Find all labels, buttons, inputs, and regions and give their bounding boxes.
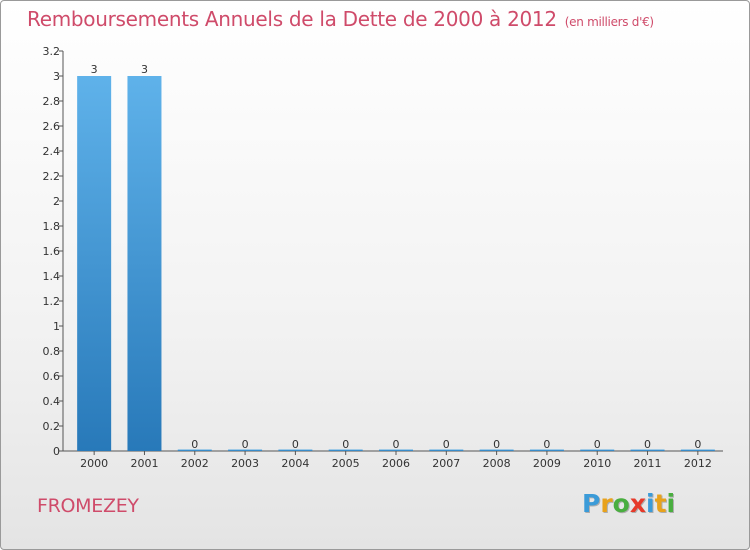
y-tick-label: 3.2 — [43, 45, 61, 58]
logo-letter: i — [646, 489, 655, 518]
value-label: 0 — [393, 438, 400, 451]
bar-2003 — [228, 449, 263, 451]
y-tick-label: 1.4 — [43, 270, 61, 283]
value-label: 0 — [493, 438, 500, 451]
y-tick-label: 1.6 — [43, 245, 61, 258]
x-tick-label: 2000 — [80, 457, 108, 470]
chart-axes: 0 0.2 0.4 0.6 0.8 1 1.2 1.4 1.6 1.8 2 2.2 2.4 2.6 2.8 3… — [43, 45, 723, 470]
value-label: 0 — [342, 438, 349, 451]
chart-value-labels: 3 3 0 0 0 0 0 0 0 0 0 0 0 — [91, 63, 702, 451]
y-tick-label: 2.8 — [43, 95, 61, 108]
value-label: 3 — [91, 63, 98, 76]
x-tick-label: 2010 — [583, 457, 611, 470]
logo-letter: x — [629, 489, 646, 518]
y-tick-label: 1 — [53, 320, 60, 333]
x-tick-label: 2005 — [332, 457, 360, 470]
value-label: 0 — [191, 438, 198, 451]
proxiti-logo: Proxiti — [582, 489, 675, 518]
y-tick-label: 1.2 — [43, 295, 61, 308]
y-tick-label: 0.6 — [43, 370, 61, 383]
bar-2008 — [479, 449, 514, 451]
y-tick-label: 2.2 — [43, 170, 61, 183]
value-label: 0 — [694, 438, 701, 451]
y-tick-label: 0.2 — [43, 420, 61, 433]
bar-2001 — [127, 76, 162, 451]
x-tick-label: 2009 — [533, 457, 561, 470]
chart-title-text: Remboursements Annuels de la Dette de 20… — [27, 7, 557, 31]
bar-2000 — [77, 76, 112, 451]
bar-2007 — [429, 449, 464, 451]
value-label: 3 — [141, 63, 148, 76]
bar-2011 — [630, 449, 665, 451]
bar-2005 — [328, 449, 363, 451]
logo-letter: r — [600, 489, 613, 518]
value-label: 0 — [594, 438, 601, 451]
logo-letter: P — [582, 489, 601, 518]
y-tick-label: 0.4 — [43, 395, 61, 408]
y-tick-label: 1.8 — [43, 220, 61, 233]
x-tick-label: 2012 — [684, 457, 712, 470]
commune-name: FROMEZEY — [37, 495, 139, 517]
value-label: 0 — [292, 438, 299, 451]
x-tick-label: 2006 — [382, 457, 410, 470]
x-tick-label: 2001 — [130, 457, 158, 470]
y-tick-label: 2.4 — [43, 145, 61, 158]
x-tick-label: 2008 — [483, 457, 511, 470]
x-tick-label: 2011 — [634, 457, 662, 470]
bar-2012 — [680, 449, 715, 451]
chart-bars — [77, 76, 715, 451]
bar-2002 — [177, 449, 212, 451]
logo-letter: t — [654, 489, 667, 518]
y-tick-label: 0.8 — [43, 345, 61, 358]
y-tick-label: 3 — [53, 70, 60, 83]
value-label: 0 — [543, 438, 550, 451]
value-label: 0 — [242, 438, 249, 451]
logo-letter: i — [666, 489, 676, 518]
value-label: 0 — [443, 438, 450, 451]
bar-2009 — [529, 449, 564, 451]
bar-2004 — [278, 449, 313, 451]
chart-title-unit: (en milliers d'€) — [564, 15, 654, 29]
x-tick-label: 2004 — [281, 457, 309, 470]
x-tick-label: 2007 — [432, 457, 460, 470]
value-label: 0 — [644, 438, 651, 451]
logo-letter: o — [612, 489, 630, 518]
chart-title: Remboursements Annuels de la Dette de 20… — [27, 7, 654, 31]
bar-2006 — [379, 449, 413, 451]
y-tick-label: 0 — [53, 445, 60, 458]
bar-2010 — [580, 449, 615, 451]
x-tick-label: 2002 — [181, 457, 209, 470]
x-tick-label: 2003 — [231, 457, 259, 470]
y-tick-label: 2 — [53, 195, 60, 208]
y-tick-label: 2.6 — [43, 120, 61, 133]
